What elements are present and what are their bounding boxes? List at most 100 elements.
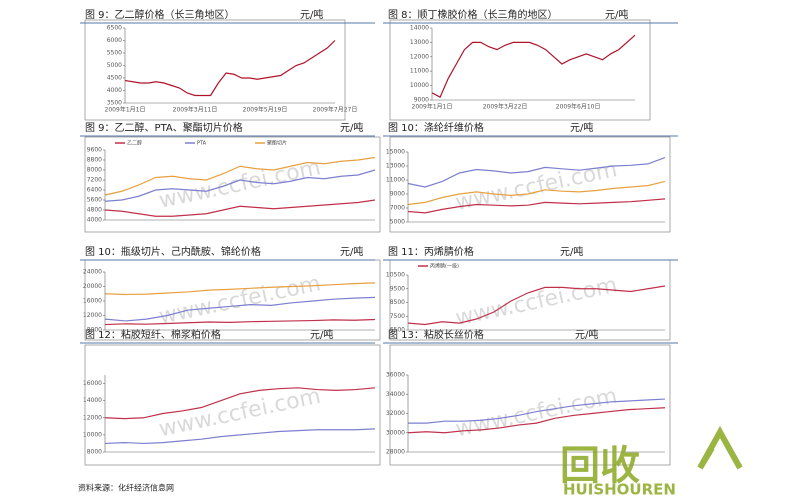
series-line (104, 282, 376, 296)
series-line (104, 387, 376, 420)
y-tick-label: 28000 (386, 449, 405, 456)
y-tick-label: 6400 (87, 187, 102, 194)
y-tick-label: 13000 (410, 39, 429, 46)
x-tick-label: 2009年5月19日 (243, 106, 288, 114)
panel-unit: 元/吨 (310, 328, 333, 341)
panel-title: 图 9：乙二醇价格（长三角地区） (85, 8, 235, 21)
y-tick-label: 16000 (83, 298, 102, 305)
y-tick-label: 6500 (390, 327, 405, 334)
series-line (104, 156, 376, 196)
y-tick-label: 6500 (107, 25, 122, 32)
x-tick-label: 2009年3月22日 (483, 103, 528, 111)
y-tick-label: 16000 (83, 380, 102, 387)
panel-title: 图 9：乙二醇、PTA、聚酯切片价格 (85, 121, 243, 134)
y-tick-label: 8800 (87, 157, 102, 164)
panel-unit: 元/吨 (570, 121, 593, 134)
series-line (407, 180, 666, 206)
series-line (104, 296, 376, 322)
y-tick-label: 9600 (87, 147, 102, 154)
x-tick-label: 2009年1月1日 (412, 103, 453, 111)
y-tick-label: 8000 (87, 167, 102, 174)
y-tick-label: 4000 (107, 87, 122, 94)
panel-title: 图 13：粘胶长丝价格 (388, 328, 484, 341)
series-line (431, 34, 636, 98)
y-tick-label: 7500 (390, 313, 405, 320)
series-line (407, 198, 666, 214)
x-tick-label: 2009年6月10日 (556, 103, 601, 111)
y-tick-label: 3500 (107, 100, 122, 107)
series-line (104, 318, 376, 326)
source: 资料来源：化纤经济信息网 (78, 483, 174, 493)
y-tick-label: 34000 (386, 391, 405, 398)
y-tick-label: 9500 (390, 285, 405, 292)
y-tick-label: 6000 (107, 37, 122, 44)
y-tick-label: 30000 (386, 429, 405, 436)
y-tick-label: 5000 (107, 62, 122, 69)
y-tick-label: 32000 (386, 410, 405, 417)
chart-frame (389, 344, 671, 466)
y-tick-label: 9000 (390, 191, 405, 198)
watermark: www.ccfei.com (453, 157, 619, 216)
series-line (104, 428, 376, 445)
panel-title: 图 10：涤纶纤维价格 (388, 121, 484, 134)
panel-title: 图 12：粘胶短纤、棉浆粕价格 (85, 328, 221, 341)
watermark: www.ccfei.com (157, 384, 323, 443)
y-tick-label: 10000 (410, 82, 429, 89)
y-tick-label: 12000 (83, 312, 102, 319)
y-tick-label: 24000 (83, 269, 102, 276)
y-tick-label: 15000 (386, 149, 405, 156)
y-tick-label: 8500 (390, 299, 405, 306)
chart-frame (84, 19, 346, 121)
panel-title: 图 10：瓶级切片、己内酰胺、锦纶价格 (85, 245, 261, 258)
y-tick-label: 12000 (83, 414, 102, 421)
y-tick-label: 5500 (107, 50, 122, 57)
series-line (407, 407, 666, 434)
panel-title: 图 11：丙烯腈价格 (388, 245, 474, 258)
series-line (408, 398, 666, 424)
series-line (407, 157, 666, 188)
panel-unit: 元/吨 (340, 245, 363, 258)
panel-unit: 元/吨 (340, 121, 363, 134)
x-tick-label: 2009年7月27日 (313, 106, 358, 114)
y-tick-label: 5600 (87, 197, 102, 204)
y-tick-label: 9000 (414, 97, 429, 104)
y-tick-label: 5000 (390, 219, 405, 226)
y-tick-label: 8000 (87, 327, 102, 334)
y-tick-label: 7000 (390, 205, 405, 212)
y-tick-label: 10500 (386, 272, 405, 279)
y-tick-label: 4500 (107, 75, 122, 82)
logo-sub: HUISHOUREN (563, 481, 676, 499)
x-tick-label: 2009年1月1日 (105, 106, 146, 114)
chart-frame (389, 19, 651, 121)
logo-icon (697, 425, 743, 470)
chart-frame (389, 136, 671, 233)
y-tick-label: 11000 (410, 68, 429, 75)
legend-label: PTA (197, 141, 207, 147)
chart-frame (84, 136, 381, 233)
panel-unit: 元/吨 (300, 8, 323, 21)
legend-label: 乙二醇 (127, 140, 142, 147)
y-tick-label: 12000 (410, 53, 429, 60)
y-tick-label: 20000 (83, 283, 102, 290)
y-tick-label: 14000 (83, 397, 102, 404)
series-line (407, 285, 666, 326)
series-line (104, 199, 376, 217)
watermark: www.ccfei.com (157, 155, 323, 214)
y-tick-label: 11000 (386, 177, 405, 184)
y-tick-label: 13000 (386, 163, 405, 170)
y-tick-label: 4000 (87, 217, 102, 224)
legend-label: 丙烯腈(一级) (430, 263, 459, 270)
y-tick-label: 8000 (87, 449, 102, 456)
panel-unit: 元/吨 (575, 328, 598, 341)
panel-unit: 元/吨 (560, 245, 583, 258)
legend-label: 聚酯切片 (267, 140, 287, 147)
y-tick-label: 36000 (386, 372, 405, 379)
series-line (124, 40, 336, 97)
y-tick-label: 14000 (410, 25, 429, 32)
watermark: www.ccfei.com (453, 273, 619, 332)
x-tick-label: 2009年3月11日 (173, 106, 218, 114)
y-tick-label: 10000 (83, 431, 102, 438)
chart-frame (84, 344, 381, 466)
y-tick-label: 7200 (87, 177, 102, 184)
panel-unit: 元/吨 (605, 8, 628, 21)
